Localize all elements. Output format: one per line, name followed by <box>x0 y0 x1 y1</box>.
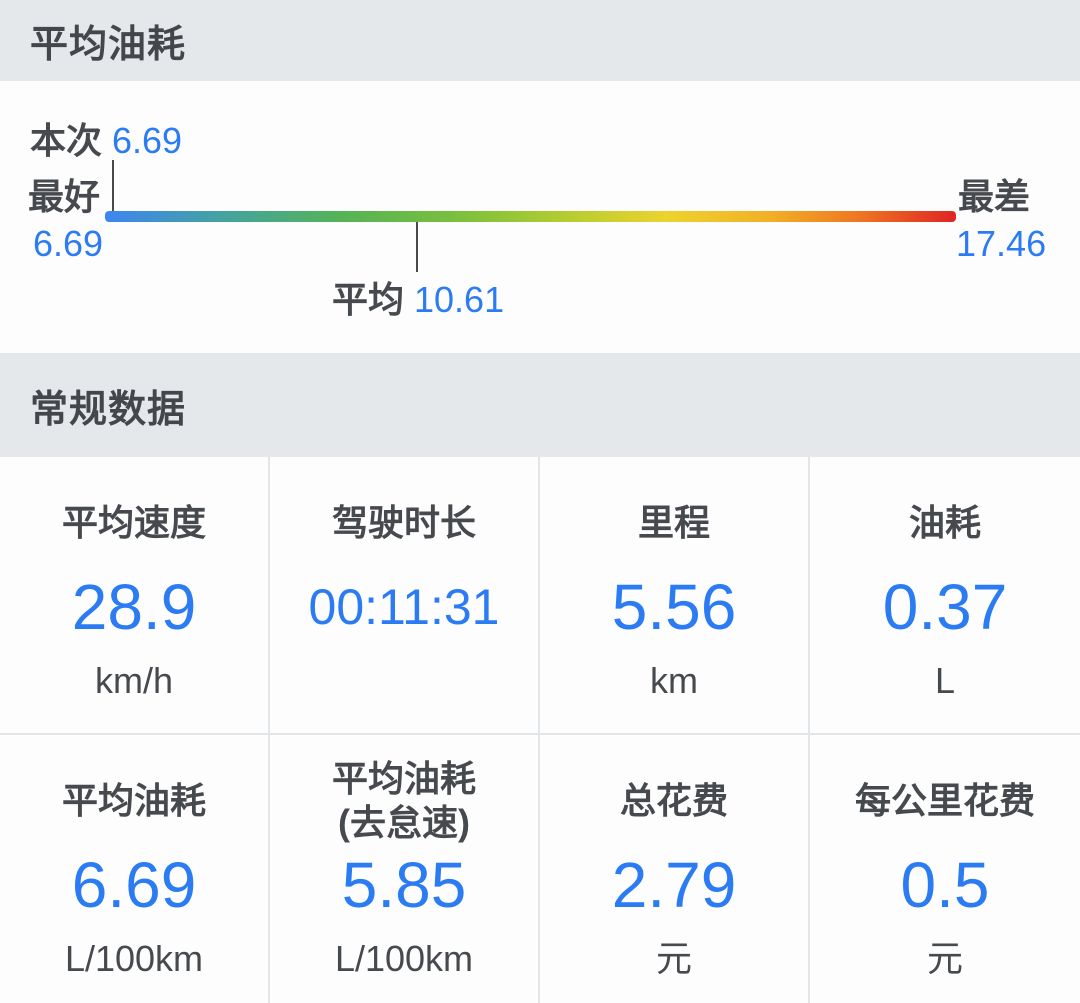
stat-label-text: 驾驶时长 <box>331 502 476 543</box>
stat-label-text: 总花费 <box>619 780 728 821</box>
general-section-title: 常规数据 <box>30 388 187 431</box>
average-tick-mark <box>416 222 418 272</box>
stat-value: 6.69 <box>71 849 197 921</box>
stat-cell-avg-consumption: 平均油耗 6.69 L/100km <box>0 735 270 1003</box>
stat-unit: L/100km <box>334 938 474 979</box>
stat-label-text-line2: (去怠速) <box>338 802 470 843</box>
stat-label: 平均速度 <box>62 475 206 571</box>
stat-label-text: 平均速度 <box>61 502 206 543</box>
stats-grid: 平均速度 28.9 km/h 驾驶时长 00:11:31 里程 5.56 km … <box>0 457 1080 1003</box>
stat-label-text: 平均油耗 <box>331 758 476 799</box>
stat-value: 5.56 <box>611 571 737 643</box>
current-tick-mark <box>112 160 114 211</box>
section-header-general: 常规数据 <box>0 353 1080 457</box>
stat-unit: L <box>934 660 956 701</box>
stat-cell-cost-per-km: 每公里花费 0.5 元 <box>810 735 1080 1003</box>
current-trip-label: 本次 <box>30 120 103 161</box>
best-value: 6.69 <box>33 223 104 264</box>
current-trip-readout: 本次 6.69 <box>30 119 182 163</box>
stat-label: 驾驶时长 <box>332 475 476 571</box>
worst-label: 最差 <box>958 176 1031 217</box>
average-value: 10.61 <box>414 279 505 320</box>
stat-label: 平均油耗 (去怠速) <box>332 753 476 849</box>
stat-cell-drive-time: 驾驶时长 00:11:31 <box>270 457 540 735</box>
stat-unit: L/100km <box>64 938 204 979</box>
stat-value: 0.5 <box>900 849 990 921</box>
stat-cell-distance: 里程 5.56 km <box>540 457 810 735</box>
stat-label-text: 里程 <box>637 502 710 543</box>
stat-unit: km/h <box>94 660 173 701</box>
stat-unit: 元 <box>926 938 963 979</box>
worst-value: 17.46 <box>956 223 1047 264</box>
stat-cell-avg-consumption-no-idle: 平均油耗 (去怠速) 5.85 L/100km <box>270 735 540 1003</box>
stat-value: 00:11:31 <box>308 579 500 635</box>
best-label: 最好 <box>28 176 101 217</box>
stat-unit: km <box>650 660 698 701</box>
stat-value: 0.37 <box>882 571 1008 643</box>
stat-label-text: 油耗 <box>908 502 981 543</box>
fuel-gradient-bar <box>105 211 956 222</box>
stat-label-text: 每公里花费 <box>854 780 1035 821</box>
stat-label: 平均油耗 <box>62 753 206 849</box>
average-readout: 平均 10.61 <box>332 278 504 322</box>
stat-label: 总花费 <box>620 753 728 849</box>
fuel-gauge: 本次 6.69 最好 6.69 最差 17.46 平均 10.61 <box>0 81 1080 353</box>
fuel-section-title: 平均油耗 <box>30 24 187 66</box>
average-label: 平均 <box>332 279 405 320</box>
stat-cell-fuel-used: 油耗 0.37 L <box>810 457 1080 735</box>
stat-label-text: 平均油耗 <box>61 780 206 821</box>
stat-cell-avg-speed: 平均速度 28.9 km/h <box>0 457 270 735</box>
stat-value: 2.79 <box>611 849 737 921</box>
stat-label: 每公里花费 <box>855 753 1035 849</box>
current-trip-value: 6.69 <box>112 120 183 161</box>
stat-label: 油耗 <box>909 475 981 571</box>
stat-value: 5.85 <box>341 849 467 921</box>
stat-unit: 元 <box>655 938 692 979</box>
stat-cell-total-cost: 总花费 2.79 元 <box>540 735 810 1003</box>
section-header-fuel: 平均油耗 <box>0 0 1080 81</box>
stat-value: 28.9 <box>71 571 197 643</box>
stat-label: 里程 <box>638 475 710 571</box>
